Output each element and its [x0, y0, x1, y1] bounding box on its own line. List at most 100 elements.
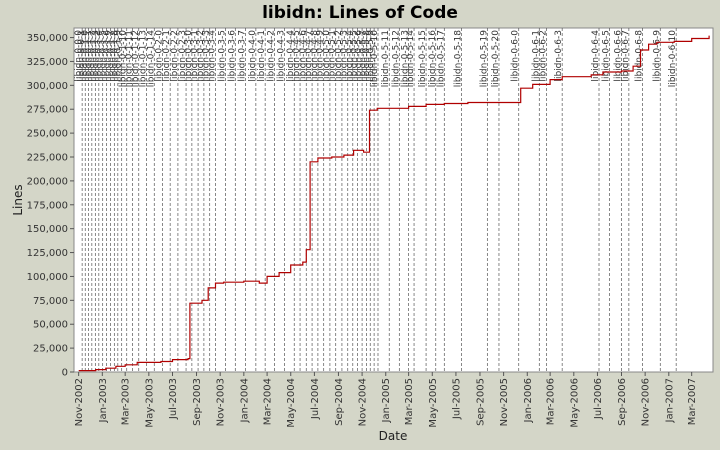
- x-tick-label: Jul-2006: [593, 378, 604, 420]
- axes: 0 25,000 50,000 75,000 100,000 125,000 150,000…: [27, 33, 699, 428]
- version-tag-label: libidn-0-0-0: [74, 30, 84, 82]
- y-tick-label: 125,000: [27, 248, 68, 259]
- y-axis-label: Lines: [11, 184, 25, 215]
- version-tag-label: libidn-0-6-3: [554, 30, 564, 82]
- version-tag-label: libidn-0-4-1: [257, 30, 267, 82]
- x-tick-label: May-2004: [286, 378, 297, 428]
- x-tick-label: Nov-2006: [641, 378, 652, 426]
- version-tag-label: libidn-0-3-2: [196, 30, 206, 82]
- version-tag-label: libidn-0-3-3: [202, 30, 212, 82]
- version-tag-label: libidn-0-5-18: [453, 30, 463, 88]
- version-tag-label: libidn-0-6-7: [621, 30, 631, 82]
- version-tag-label: libidn-0-1-4: [95, 30, 105, 82]
- version-tag-label: libidn-0-0-1: [77, 30, 87, 82]
- x-tick-label: Nov-2002: [74, 378, 85, 426]
- x-tick-label: May-2006: [569, 378, 580, 428]
- y-tick-label: 150,000: [27, 224, 68, 235]
- version-tag-label: libidn-0-2-3: [178, 30, 188, 82]
- y-tick-label: 200,000: [27, 176, 68, 187]
- x-tick-label: Mar-2005: [404, 378, 415, 425]
- version-tag-label: libidn-0-5-11: [381, 30, 391, 87]
- version-tag-label: libidn-0-3-4: [208, 30, 218, 82]
- x-tick-label: Nov-2004: [358, 378, 369, 426]
- y-tick-label: 0: [62, 368, 68, 379]
- x-tick-label: Jan-2005: [381, 378, 392, 423]
- version-tag-label: libidn-0-6-8: [634, 30, 644, 82]
- x-tick-label: Mar-2003: [121, 378, 132, 425]
- version-tag-label: libidn-0-4-6: [298, 30, 308, 82]
- version-tag-label: libidn-0-6-1: [531, 30, 541, 82]
- version-tag-label: libidn-0-6-9: [652, 30, 662, 82]
- version-tag-label: libidn-0-2-0: [154, 30, 164, 82]
- x-tick-label: Sep-2003: [192, 378, 203, 426]
- version-tag-label: libidn-0-3-0: [184, 30, 194, 82]
- version-tag-label: libidn-0-2-2: [170, 30, 180, 82]
- x-tick-label: Nov-2003: [216, 378, 227, 426]
- x-tick-label: May-2005: [428, 378, 439, 428]
- version-tag-label: libidn-0-5-20: [491, 30, 501, 88]
- version-tag-label: libidn-0-1-7: [106, 30, 116, 82]
- version-tag-label: libidn-0-5-7: [358, 30, 368, 82]
- plot-area: [73, 27, 714, 373]
- version-tag-label: libidn-0-1-10: [119, 30, 129, 88]
- y-tick-label: 175,000: [27, 200, 68, 211]
- version-tag-label: libidn-0-4-9: [316, 30, 326, 82]
- x-tick-label: Mar-2007: [687, 378, 698, 425]
- version-tag-label: libidn-0-4-0: [248, 30, 258, 82]
- version-tag-label: libidn-0-3-6: [227, 30, 237, 82]
- version-tag-label: libidn-0-1-5: [99, 30, 109, 82]
- version-tag-label: libidn-0-1-0: [80, 30, 90, 82]
- version-tag-label: libidn-0-4-3: [277, 30, 287, 82]
- version-tag-label: libidn-0-1-3: [91, 30, 101, 82]
- version-tag-label: libidn-0-5-4: [345, 30, 355, 82]
- version-tag-label: libidn-0-6-2: [539, 30, 549, 82]
- version-tag-label: libidn-0-6-10: [668, 30, 678, 88]
- version-tag-label: libidn-0-5-15: [418, 30, 428, 87]
- version-tag-label: libidn-0-6-4: [591, 30, 601, 82]
- x-axis-label: Date: [379, 429, 408, 443]
- x-tick-label: Mar-2006: [546, 378, 557, 425]
- version-tag-label: libidn-0-5-2: [334, 30, 344, 82]
- version-tag-label: libidn-0-6-0: [511, 30, 521, 82]
- version-tag-label: libidn-0-1-11: [125, 30, 135, 87]
- version-tag-label: libidn-0-5-3: [340, 30, 350, 82]
- x-tick-label: Sep-2004: [334, 378, 345, 426]
- version-tag-label: libidn-0-2-1: [162, 30, 172, 82]
- y-tick-label: 350,000: [27, 33, 68, 44]
- x-tick-label: Jul-2003: [168, 378, 179, 420]
- version-tag-label: libidn-0-5-19: [479, 30, 489, 88]
- version-tag-label: libidn-0-1-13: [139, 30, 149, 87]
- version-tag-label: libidn-0-3-7: [237, 30, 247, 82]
- x-tick-label: Jan-2004: [239, 378, 250, 423]
- version-tag-label: libidn-0-1-1: [84, 30, 94, 82]
- y-tick-label: 250,000: [27, 129, 68, 140]
- version-tag-label: libidn-0-1-8: [110, 30, 120, 82]
- y-tick-label: 225,000: [27, 153, 68, 164]
- y-tick-label: 75,000: [33, 296, 68, 307]
- x-tick-label: Jan-2007: [664, 378, 675, 423]
- version-tag-label: libidn-0-6-5: [601, 30, 611, 82]
- x-tick-label: Jul-2004: [310, 378, 321, 420]
- chart-title: libidn: Lines of Code: [262, 3, 458, 23]
- x-tick-label: Sep-2005: [475, 378, 486, 426]
- version-tag-label: libidn-0-5-9: [366, 30, 376, 82]
- x-tick-label: May-2003: [144, 378, 155, 428]
- version-tag-label: libidn-0-5-17: [436, 30, 446, 87]
- y-tick-label: 275,000: [27, 105, 68, 116]
- version-tag-label: libidn-0-5-1: [328, 30, 338, 82]
- x-tick-label: Sep-2006: [617, 378, 628, 426]
- x-tick-label: Jan-2003: [98, 378, 109, 423]
- series-line: [78, 35, 710, 372]
- x-tick-label: Mar-2004: [263, 378, 274, 425]
- version-tag-label: libidn-0-5-13: [401, 30, 411, 87]
- version-tag-label: libidn-0-4-7: [304, 30, 314, 82]
- version-tag-markers: libidn-0-0-0libidn-0-0-1libidn-0-1-0libi…: [74, 28, 678, 372]
- version-tag-label: libidn-0-5-12: [391, 30, 401, 87]
- version-tag-label: libidn-0-6-6: [613, 30, 623, 82]
- version-tag-label: libidn-0-5-16: [428, 30, 438, 88]
- series-lines: [78, 35, 710, 372]
- version-tag-label: libidn-0-5-8: [362, 30, 372, 82]
- version-tag-label: libidn-0-5-0: [322, 30, 332, 82]
- version-tag-label: libidn-0-3-5: [218, 30, 228, 82]
